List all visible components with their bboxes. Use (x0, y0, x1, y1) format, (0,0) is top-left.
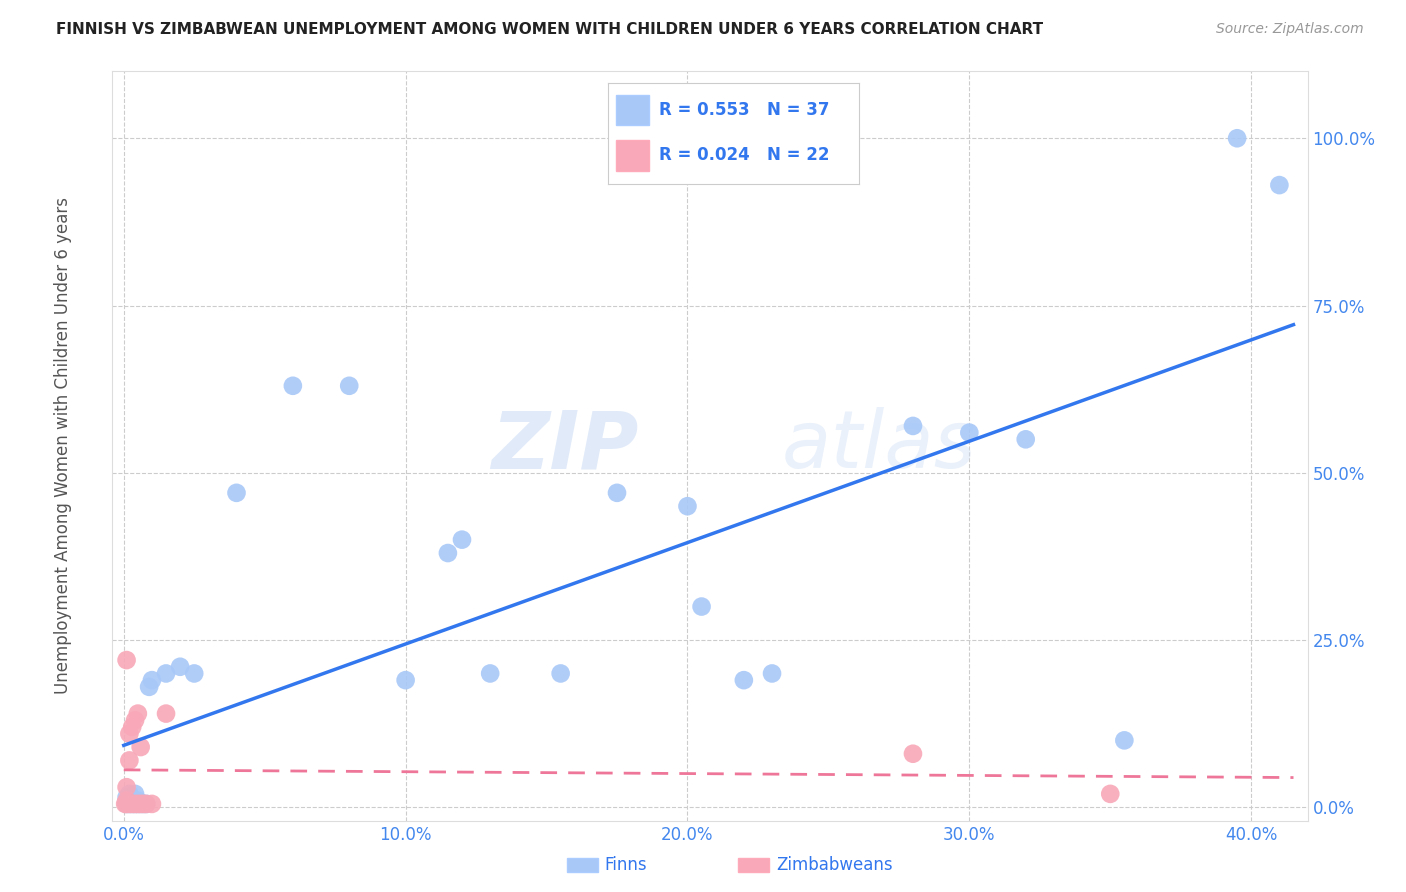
Text: ZIP: ZIP (491, 407, 638, 485)
Point (155, 706, 177, 721)
Point (118, 753, 141, 767)
Point (127, 706, 149, 721)
Point (1226, 131, 1249, 145)
Point (479, 666, 502, 681)
Point (451, 533, 474, 547)
Text: Source: ZipAtlas.com: Source: ZipAtlas.com (1216, 22, 1364, 37)
Point (606, 486, 628, 500)
Point (1114, 733, 1136, 747)
Point (114, 797, 136, 811)
Point (901, 747, 924, 761)
Point (129, 797, 152, 811)
Point (141, 797, 163, 811)
Point (1015, 433, 1038, 447)
Point (127, 794, 149, 808)
Point (124, 797, 146, 811)
Point (1099, 787, 1122, 801)
Point (138, 680, 160, 694)
Point (141, 673, 163, 688)
Point (132, 797, 155, 811)
Point (225, 486, 247, 500)
Point (121, 794, 143, 808)
Point (690, 599, 713, 614)
Point (155, 666, 177, 681)
Point (124, 714, 146, 728)
Text: Finns: Finns (605, 856, 647, 874)
Text: Zimbabweans: Zimbabweans (776, 856, 893, 874)
Point (901, 419, 924, 434)
Point (957, 425, 980, 440)
Point (118, 797, 141, 811)
Point (115, 653, 138, 667)
Text: Unemployment Among Women with Children Under 6 years: Unemployment Among Women with Children U… (55, 197, 72, 695)
Point (124, 787, 146, 801)
Point (121, 797, 143, 811)
Point (761, 666, 783, 681)
Point (132, 797, 155, 811)
Point (1268, 178, 1291, 193)
Point (337, 379, 360, 393)
Point (129, 797, 152, 811)
Point (183, 666, 205, 681)
Point (676, 500, 699, 514)
Point (115, 790, 138, 805)
Point (115, 797, 138, 811)
Point (115, 794, 138, 808)
Point (437, 546, 460, 560)
Point (135, 797, 157, 811)
Point (115, 797, 138, 811)
Point (281, 379, 304, 393)
Point (121, 720, 143, 734)
Point (124, 797, 146, 811)
Point (550, 666, 572, 681)
Point (121, 797, 143, 811)
Point (733, 673, 755, 688)
Point (394, 673, 416, 688)
Point (118, 787, 141, 801)
Point (115, 780, 138, 795)
Point (118, 726, 141, 740)
Point (127, 797, 149, 811)
Point (127, 797, 149, 811)
Point (129, 740, 152, 755)
Text: atlas: atlas (782, 407, 977, 485)
Point (135, 797, 157, 811)
Point (118, 797, 141, 811)
Text: FINNISH VS ZIMBABWEAN UNEMPLOYMENT AMONG WOMEN WITH CHILDREN UNDER 6 YEARS CORRE: FINNISH VS ZIMBABWEAN UNEMPLOYMENT AMONG… (56, 22, 1043, 37)
Point (169, 660, 191, 674)
